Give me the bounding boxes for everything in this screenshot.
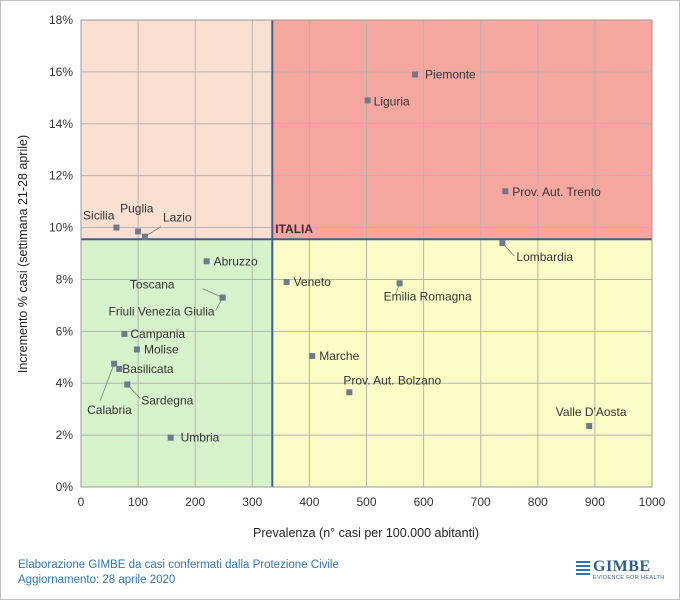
point-sicilia	[113, 224, 120, 231]
x-tick-label: 500	[356, 495, 376, 509]
label-sicilia: Sicilia	[83, 209, 115, 223]
label-liguria: Liguria	[374, 94, 410, 108]
x-tick-label: 300	[242, 495, 262, 509]
quadrant-backgrounds	[81, 20, 652, 487]
y-tick-label: 18%	[49, 13, 73, 27]
label-prov-aut-trento: Prov. Aut. Trento	[512, 185, 601, 199]
label-campania: Campania	[130, 327, 185, 341]
label-lazio: Lazio	[163, 211, 192, 225]
point-lazio	[141, 233, 148, 240]
logo-stripes-icon	[576, 561, 590, 577]
quadrant-top-left	[81, 20, 273, 240]
point-emilia-romagna	[396, 280, 403, 287]
footer-source-note: Elaborazione GIMBE da casi confermati da…	[18, 559, 339, 571]
footer-update-date: Aggiornamento: 28 aprile 2020	[18, 574, 176, 586]
y-tick-label: 12%	[49, 169, 73, 183]
point-prov-aut-trento	[502, 188, 509, 195]
label-piemonte: Piemonte	[425, 67, 476, 81]
label-italia: ITALIA	[275, 222, 313, 236]
point-umbria	[167, 434, 174, 441]
label-emilia-romagna: Emilia Romagna	[384, 289, 472, 303]
x-tick-label: 800	[528, 495, 548, 509]
quadrant-bottom-left	[81, 239, 273, 487]
x-tick-label: 700	[471, 495, 491, 509]
axes	[80, 19, 653, 488]
x-tick-label: 400	[299, 495, 319, 509]
x-axis-title: Prevalenza (n° casi per 100.000 abitanti…	[253, 526, 479, 540]
data-points	[111, 71, 593, 441]
reference-lines	[81, 20, 652, 487]
point-calabria	[111, 360, 118, 367]
point-molise	[133, 346, 140, 353]
label-abruzzo: Abruzzo	[214, 254, 258, 268]
leader-calabria	[99, 363, 115, 401]
y-tick-label: 0%	[56, 480, 74, 494]
label-lombardia: Lombardia	[516, 250, 573, 264]
point-basilicata	[116, 365, 123, 372]
y-axis-title: Incremento % casi (settimana 21-28 april…	[16, 135, 30, 373]
leader-toscana	[202, 288, 223, 298]
x-tick-label: 1000	[639, 495, 666, 509]
point-puglia	[135, 228, 142, 235]
point-valle-d-aosta	[586, 423, 593, 430]
point-lombardia	[499, 240, 506, 247]
label-friuli-venezia-giulia: Friuli Venezia Giulia	[109, 305, 215, 319]
label-valle-d-aosta: Valle D'Aosta	[556, 405, 627, 419]
label-marche: Marche	[319, 349, 359, 363]
point-piemonte	[412, 71, 419, 78]
point-labels: Piemonte Liguria Prov. Aut. Trento Lombardi…	[83, 67, 627, 444]
quadrant-bottom-right	[272, 239, 652, 487]
label-toscana: Toscana	[130, 278, 175, 292]
y-tick-label: 14%	[49, 117, 73, 131]
point-campania	[121, 330, 128, 337]
point-friuli-venezia-giulia	[219, 294, 226, 301]
x-tick-label: 900	[585, 495, 605, 509]
y-tick-label: 4%	[56, 376, 74, 390]
y-tick-label: 8%	[56, 272, 74, 286]
x-tick-label: 200	[185, 495, 205, 509]
point-abruzzo	[203, 258, 210, 265]
point-liguria	[364, 97, 371, 104]
logo-wordmark: GIMBE	[593, 558, 651, 575]
point-marche	[309, 352, 316, 359]
logo-tagline: EVIDENCE FOR HEALTH	[593, 575, 665, 581]
x-tick-label: 100	[128, 495, 148, 509]
label-sardegna: Sardegna	[141, 394, 193, 408]
y-tick-label: 16%	[49, 65, 73, 79]
label-basilicata: Basilicata	[122, 362, 174, 376]
gimbe-logo: GIMBE EVIDENCE FOR HEALTH	[576, 558, 676, 583]
plot-area-border	[80, 19, 653, 488]
point-veneto	[283, 279, 290, 286]
label-molise: Molise	[144, 342, 179, 356]
point-sardegna	[124, 381, 131, 388]
y-tick-label: 6%	[56, 324, 74, 338]
label-puglia: Puglia	[120, 201, 154, 215]
point-prov-aut-bolzano	[346, 389, 353, 396]
label-veneto: Veneto	[294, 275, 332, 289]
tick-labels: 0% 2% 4% 6% 8% 10% 12% 14% 16% 18% 0 100 200 300 400 50…	[49, 13, 666, 509]
label-umbria: Umbria	[181, 431, 220, 445]
x-tick-label: 0	[78, 495, 85, 509]
label-prov-aut-bolzano: Prov. Aut. Bolzano	[343, 373, 441, 387]
x-tick-label: 600	[414, 495, 434, 509]
quadrant-top-right	[272, 20, 652, 240]
y-tick-label: 10%	[49, 221, 73, 235]
label-calabria: Calabria	[87, 403, 132, 417]
y-tick-label: 2%	[56, 428, 74, 442]
